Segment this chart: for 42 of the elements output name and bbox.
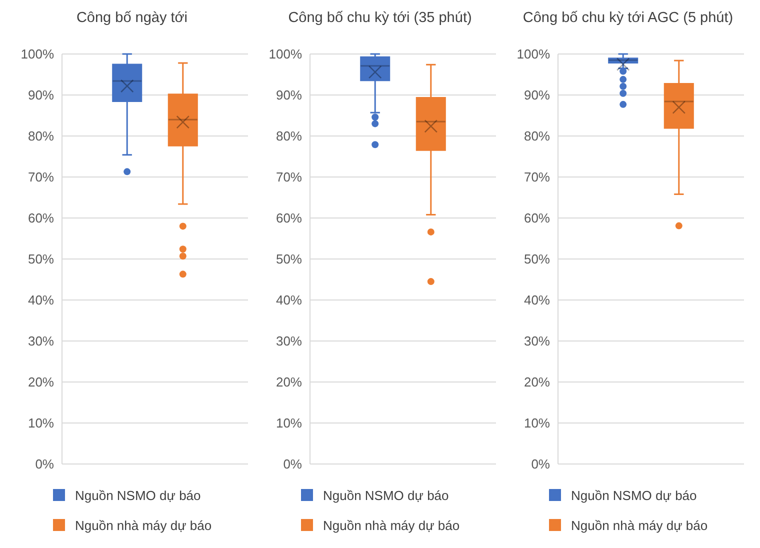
y-tick-label: 10% [28, 416, 54, 431]
legend-label: Nguồn nhà máy dự báo [75, 518, 212, 532]
legend-label: Nguồn NSMO dự báo [323, 488, 449, 502]
y-tick-label: 0% [531, 456, 550, 472]
legend-label: Nguồn nhà máy dự báo [323, 518, 460, 532]
y-tick-label: 20% [276, 374, 302, 390]
y-tick-label: 40% [276, 292, 302, 308]
y-tick-label: 30% [28, 334, 54, 349]
y-tick-label: 40% [524, 292, 550, 308]
y-tick-label: 90% [276, 88, 302, 103]
y-tick-label: 70% [524, 170, 550, 185]
y-tick-label: 10% [524, 416, 550, 431]
y-tick-label: 100% [20, 46, 54, 62]
chart-title: Công bố chu kỳ tới AGC (5 phút) [522, 10, 734, 26]
y-tick-label: 20% [28, 374, 54, 390]
legend-label: Nguồn NSMO dự báo [571, 488, 697, 502]
y-tick-label: 30% [524, 334, 550, 349]
y-tick-label: 70% [276, 170, 302, 185]
chart-title: Công bố chu kỳ tới (35 phút) [288, 10, 472, 26]
y-tick-label: 80% [276, 128, 302, 144]
y-tick-label: 10% [276, 416, 302, 431]
y-tick-label: 30% [276, 334, 302, 349]
y-tick-label: 0% [35, 456, 54, 472]
y-tick-label: 90% [524, 88, 550, 103]
y-tick-label: 60% [524, 210, 550, 226]
y-tick-label: 100% [268, 46, 302, 62]
y-tick-label: 60% [276, 210, 302, 226]
y-tick-label: 90% [28, 88, 54, 103]
y-tick-label: 40% [28, 292, 54, 308]
y-tick-label: 60% [28, 210, 54, 226]
y-tick-label: 80% [524, 128, 550, 144]
y-tick-label: 0% [283, 456, 302, 472]
legend-label: Nguồn NSMO dự báo [75, 488, 201, 502]
chart-title: Công bố ngày tới [76, 10, 188, 26]
y-tick-label: 50% [524, 252, 550, 267]
y-tick-label: 100% [516, 46, 550, 62]
y-tick-label: 70% [28, 170, 54, 185]
y-tick-label: 80% [28, 128, 54, 144]
legend-label: Nguồn nhà máy dự báo [571, 518, 708, 532]
y-tick-label: 50% [276, 252, 302, 267]
y-tick-label: 20% [524, 374, 550, 390]
y-tick-label: 50% [28, 252, 54, 267]
